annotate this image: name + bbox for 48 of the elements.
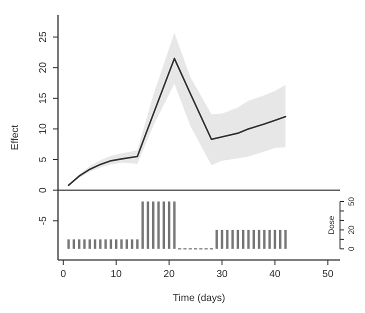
y-tick-label: 20 [38, 62, 49, 74]
bar [216, 230, 218, 249]
bar [152, 201, 154, 249]
bar [130, 239, 134, 249]
bar [104, 239, 107, 249]
bar [274, 230, 276, 249]
y-tick-label: 25 [38, 31, 49, 43]
x-tick-label: 30 [216, 269, 228, 280]
x-tick-label: 0 [60, 269, 67, 280]
bar [236, 230, 240, 249]
bar [252, 230, 255, 249]
bar [268, 230, 271, 249]
bar [168, 201, 170, 249]
bar [173, 201, 176, 249]
y-tick-label: -5 [38, 216, 49, 226]
bar [126, 239, 128, 249]
y-tick-label: 15 [38, 92, 49, 104]
x-axis-title: Time (days) [172, 293, 226, 304]
y2-tick-label: 0 [347, 246, 356, 252]
x-tick-label: 10 [110, 269, 122, 280]
bar [258, 230, 260, 249]
bar [78, 239, 80, 249]
bar [136, 239, 139, 249]
y-axis-title: Effect [10, 124, 21, 150]
y-tick-label: 0 [38, 186, 49, 193]
bar [279, 230, 282, 249]
line-series [68, 58, 286, 186]
bar [88, 239, 91, 249]
x-tick-label: 40 [269, 269, 281, 280]
bar [146, 201, 150, 249]
y-tick-label: 5 [38, 156, 49, 162]
x-tick-label: 20 [164, 269, 176, 280]
bar [263, 230, 266, 249]
bar [72, 239, 76, 249]
bar [162, 201, 166, 249]
bar [99, 239, 102, 249]
bar [242, 230, 244, 249]
y2-axis-title: Dose [327, 215, 336, 235]
y2-tick-label: 20 [347, 224, 356, 234]
bar [110, 239, 112, 249]
x-tick-label: 50 [322, 269, 334, 280]
bar [141, 201, 144, 249]
y2-tick-label: 50 [347, 196, 356, 206]
y-tick-label: 10 [38, 122, 49, 134]
bar [231, 230, 234, 249]
bar [67, 239, 70, 249]
bar [226, 230, 229, 249]
bar [115, 239, 118, 249]
